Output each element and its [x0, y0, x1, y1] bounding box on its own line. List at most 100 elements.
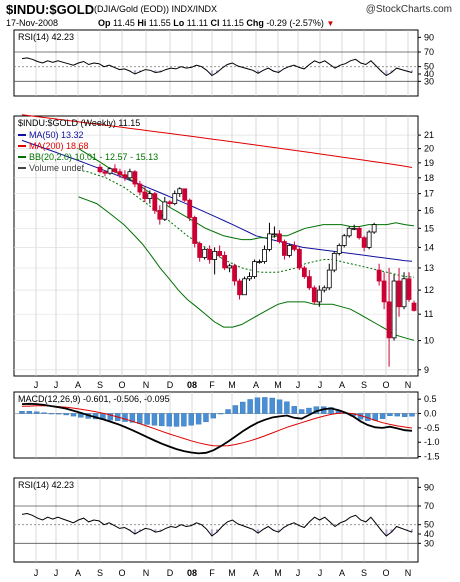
- macd-hist-bar-28: [225, 409, 231, 414]
- price-ytick-14: 14: [424, 242, 434, 252]
- candle-body-20: [197, 243, 203, 258]
- candle-body-29: [242, 278, 247, 296]
- macd-hist-bar-50: [387, 413, 393, 417]
- price-ytick-20: 20: [424, 144, 434, 154]
- x-axis-label-mid-2: A: [75, 380, 81, 390]
- candle-body-9: [142, 191, 148, 199]
- x-axis-label-mid-6: D: [167, 380, 174, 390]
- high-label: Hi: [137, 18, 147, 28]
- macd-hist-bar-35: [276, 399, 283, 414]
- x-axis-label-bottom-13: J: [318, 568, 323, 578]
- rsi-top-panel: [13, 29, 419, 97]
- candle-body-32: [257, 261, 262, 264]
- open-label: Op: [98, 18, 111, 28]
- legend-item-3: Volume undef: [29, 163, 85, 173]
- x-axis-label-bottom-5: N: [143, 568, 150, 578]
- legend-label-2: BB(20,2.0) 10.01 - 12.57 - 15.13: [29, 152, 158, 162]
- macd-hist-bar-30: [240, 401, 246, 414]
- rsi-top-rsi-line: [21, 57, 413, 77]
- candle-body-59: [391, 280, 397, 339]
- macd-ytick-0: 0.0: [424, 409, 437, 419]
- macd-hist-bar-16: [137, 413, 143, 424]
- x-axis-label-bottom-12: J: [296, 568, 301, 578]
- rsi-bottom-ytick-50: 50: [424, 520, 434, 530]
- high-value: 11.55: [148, 18, 171, 28]
- rsi-bottom-panel: [13, 477, 419, 563]
- macd-hist-bar-24: [195, 413, 202, 425]
- candle-body-61: [401, 278, 407, 308]
- x-axis-label-mid-7: 08: [187, 380, 197, 390]
- macd-hist-bar-3: [41, 412, 47, 414]
- candle-body-24: [217, 250, 223, 256]
- candle-body-0: [97, 166, 103, 173]
- price-ytick-17: 17: [424, 189, 434, 199]
- candle-body-18: [187, 199, 193, 218]
- price-ytick-12: 12: [424, 285, 434, 295]
- down-triangle-icon: ▼: [326, 19, 335, 28]
- rsi-bottom-ytick-70: 70: [424, 501, 434, 511]
- bb-mid-line: [78, 169, 415, 278]
- macd-hist-bar-42: [328, 407, 334, 414]
- x-axis-label-mid-17: N: [405, 380, 412, 390]
- candle-body-54: [366, 231, 372, 248]
- candle-body-43: [311, 287, 317, 303]
- macd-hist-bar-38: [298, 409, 305, 414]
- x-axis-label-bottom-2: A: [75, 568, 81, 578]
- x-axis-label-bottom-1: J: [54, 568, 59, 578]
- macd-hist-bar-7: [70, 413, 77, 417]
- macd-hist-bar-22: [181, 413, 187, 427]
- candle-body-30: [247, 276, 252, 280]
- symbol-title: $INDU:$GOLD: [6, 2, 95, 17]
- candle-body-58: [386, 301, 392, 339]
- rsi-top-title: RSI(14) 42.23: [18, 32, 74, 42]
- x-axis-label-bottom-16: O: [382, 568, 389, 578]
- price-ytick-18: 18: [424, 173, 434, 183]
- x-axis-label-mid-4: O: [118, 380, 125, 390]
- macd-title-text: MACD(12,26,9) -0.601, -0.506, -0.095: [18, 394, 170, 404]
- macd-title: MACD(12,26,9) -0.601, -0.506, -0.095: [18, 394, 170, 404]
- macd-hist-bar-26: [210, 413, 217, 419]
- rsi-top-ytick-50: 50: [424, 62, 434, 72]
- candle-body-36: [277, 233, 282, 242]
- candle-body-63: [411, 302, 417, 311]
- macd-hist-bar-5: [56, 413, 62, 415]
- x-axis-label-mid-13: J: [318, 380, 323, 390]
- candle-body-56: [376, 269, 382, 282]
- price-ytick-13: 13: [424, 263, 434, 273]
- candle-body-14: [167, 201, 173, 204]
- quote-date: 17-Nov-2008: [6, 18, 59, 28]
- open-value: 11.45: [113, 18, 135, 28]
- macd-ytick--1: -1.0: [424, 437, 440, 447]
- x-axis-label-mid-8: F: [209, 380, 215, 390]
- macd-hist-bar-33: [262, 397, 268, 414]
- candle-body-44: [316, 289, 322, 303]
- ma50-line: [21, 139, 413, 262]
- candle-body-60: [396, 280, 402, 308]
- candle-body-26: [227, 265, 232, 269]
- macd-hist-bar-14: [122, 413, 128, 422]
- candle-body-47: [331, 253, 337, 271]
- x-axis-label-mid-14: A: [339, 380, 345, 390]
- candle-body-25: [222, 255, 228, 269]
- candle-body-46: [326, 269, 332, 289]
- candle-body-42: [306, 276, 312, 289]
- candle-body-45: [321, 287, 327, 291]
- candle-body-17: [182, 188, 188, 201]
- close-value: 11.15: [222, 18, 244, 28]
- candle-body-15: [172, 193, 178, 204]
- candle-body-33: [262, 248, 267, 263]
- candle-body-27: [232, 265, 237, 282]
- candle-body-2: [107, 168, 113, 174]
- macd-hist-bar-0: [19, 411, 25, 414]
- quote-line: Op 11.45 Hi 11.55 Lo 11.11 Cl 11.15 Chg …: [98, 18, 334, 28]
- candle-body-51: [351, 227, 357, 230]
- x-axis-label-mid-15: S: [361, 380, 367, 390]
- legend-item-0: MA(50) 13.32: [29, 130, 84, 140]
- macd-hist-bar-27: [217, 413, 224, 415]
- x-axis-label-mid-1: J: [54, 380, 59, 390]
- macd-hist-bar-39: [306, 407, 312, 414]
- candle-body-21: [202, 248, 208, 258]
- candle-body-19: [192, 217, 198, 244]
- price-ytick-15: 15: [424, 223, 434, 233]
